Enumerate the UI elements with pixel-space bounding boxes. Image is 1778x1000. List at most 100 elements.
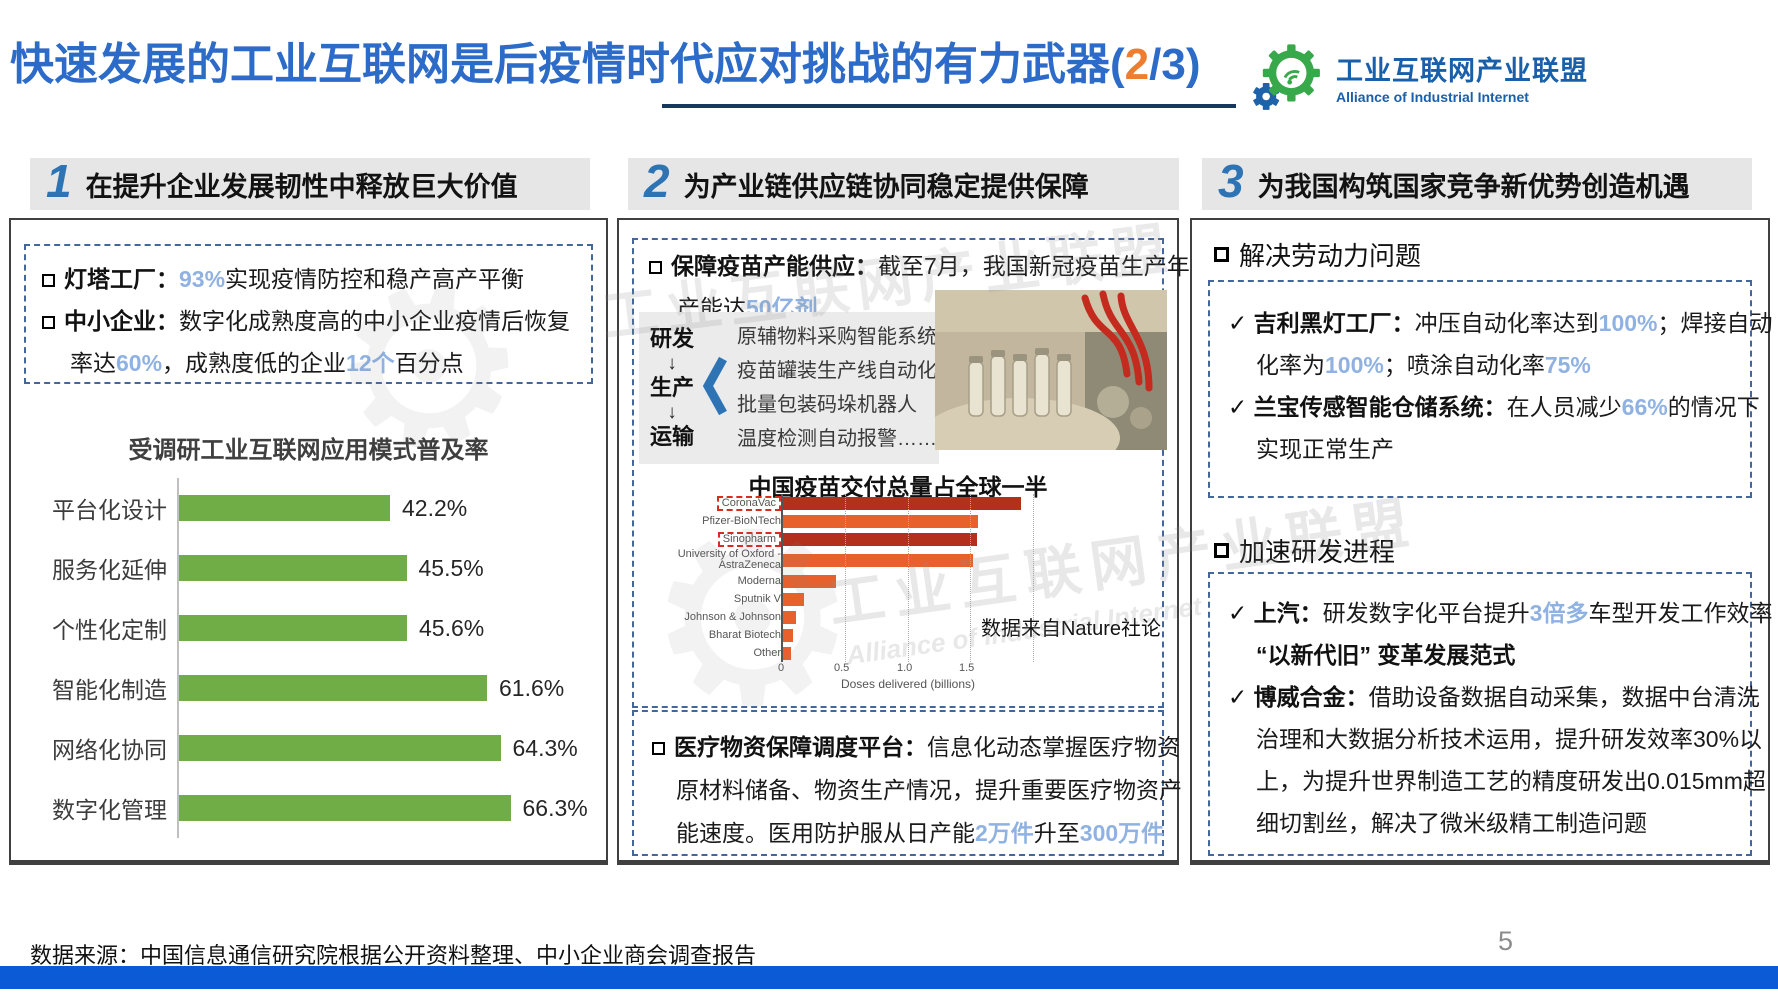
page-title: 快速发展的工业互联网是后疫情时代应对挑战的有力武器(2/3)	[10, 28, 1201, 92]
bar	[783, 592, 805, 606]
data-source-note: 数据来源：中国信息通信研究院根据公开资料整理、中小企业商会调查报告	[30, 943, 757, 968]
column1-number: 1	[46, 155, 72, 207]
vaccine-production-photo	[920, 290, 1167, 478]
chevron-left-icon	[702, 355, 727, 422]
section-labor: 解决劳动力问题	[1214, 236, 1421, 273]
x-axis-ticks: 0 0.5 1.0 1.5	[778, 662, 975, 674]
panel2-vaccine-box	[632, 238, 1164, 708]
bar	[179, 615, 407, 641]
bar	[179, 795, 511, 821]
check-line-continued: 细切割丝，解决了微米级精工制造问题	[1256, 810, 1647, 836]
flow-stage: 生产	[649, 375, 694, 401]
title-page-total: /3)	[1149, 40, 1201, 89]
title-text: 快速发展的工业互联网是后疫情时代应对挑战的有力武器(	[10, 40, 1125, 89]
square-bullet-icon	[42, 316, 55, 329]
bullet-line-continued: 能速度。医用防护服从日产能2万件升至300万件	[676, 820, 1165, 846]
survey-bar-chart: 平台化设计 42.2% 服务化延伸 45.5% 个性化定制 45.6% 智能化制造 61…	[27, 478, 598, 838]
panel1-highlight-box: 灯塔工厂：93%实现疫情防控和稳产高产平衡 中小企业：数字化成熟度高的中小企业疫…	[24, 244, 593, 384]
bar	[783, 628, 793, 642]
arrow-down-icon: ↓	[667, 352, 677, 374]
bar	[179, 555, 407, 581]
flow-stage: 研发	[649, 326, 694, 352]
vaccine-bar-row: Johnson & Johnson	[631, 608, 1121, 626]
column1-heading: 在提升企业发展韧性中释放巨大价值	[85, 171, 518, 202]
square-bullet-icon	[42, 274, 55, 287]
arrow-down-icon: ↓	[667, 401, 677, 423]
rnd-examples-box: ✓ 上汽：研发数字化平台提升3倍多车型开发工作效率 “以新代旧” 变革发展范式 …	[1208, 572, 1773, 856]
check-line-continued: 上，为提升世界制造工艺的精度研发出0.015mm超	[1256, 768, 1766, 794]
survey-chart-title: 受调研工业互联网应用模式普及率	[128, 437, 489, 464]
flow-item: 批量包装码垛机器人	[737, 394, 917, 416]
bar	[783, 553, 973, 567]
flow-item: 原辅物料采购智能系统	[737, 326, 937, 348]
bullet-line: 保障疫苗产能供应：截至7月，我国新冠疫苗生产年	[649, 246, 1190, 286]
bullet-line: 灯塔工厂：93%实现疫情防控和稳产高产平衡	[42, 258, 583, 300]
bar	[179, 735, 501, 761]
bar	[783, 496, 1021, 510]
flow-item: 疫苗罐装生产线自动化	[737, 360, 937, 382]
bullet-line: 医疗物资保障调度平台：信息化动态掌握医疗物资	[652, 726, 1180, 769]
logo-name-cn: 工业互联网产业联盟	[1336, 55, 1588, 86]
square-bullet-icon	[649, 261, 662, 274]
vaccine-bar-row: Sputnik V	[631, 590, 1121, 608]
bar	[179, 675, 487, 701]
alliance-gear-icon	[1246, 36, 1330, 125]
column2-number: 2	[644, 155, 670, 207]
bullet-line-continued: 原材料储备、物资生产情况，提升重要医疗物资产	[676, 777, 1182, 803]
logo-name-en: Alliance of Industrial Internet	[1336, 89, 1529, 106]
vaccine-bar-row: Sinopharm	[631, 530, 1121, 548]
vaccine-bar-row: University of Oxford -AstraZeneca	[631, 548, 1121, 572]
column3-header: 3 为我国构筑国家竞争新优势创造机遇	[1202, 158, 1752, 210]
column2-heading: 为产业链供应链协同稳定提供保障	[683, 171, 1089, 202]
flow-stages: 研发 ↓ 生产 ↓ 运输	[645, 326, 699, 450]
panel-resilience: 灯塔工厂：93%实现疫情防控和稳产高产平衡 中小企业：数字化成熟度高的中小企业疫…	[9, 218, 608, 865]
square-bullet-icon	[1214, 247, 1229, 262]
bar	[783, 514, 978, 528]
column2-header: 2 为产业链供应链协同稳定提供保障	[628, 158, 1179, 210]
panel-supply-chain: 保障疫苗产能供应：截至7月，我国新冠疫苗生产年 产能达50亿剂 研发 ↓ 生产 …	[617, 218, 1190, 865]
panel-competitive-advantage: 解决劳动力问题 ✓ 吉利黑灯工厂：冲压自动化率达到100%；焊接自动 化率为10…	[1190, 218, 1773, 865]
vaccine-bar-row: Moderna	[631, 572, 1121, 590]
bar-row: 数字化管理 66.3%	[27, 778, 598, 838]
check-line: ✓ 吉利黑灯工厂：冲压自动化率达到100%；焊接自动	[1228, 310, 1773, 336]
bullet-line-continued: 率达60%，成熟度低的企业12个百分点	[70, 350, 464, 376]
flow-item: 温度检测自动报警……	[737, 428, 937, 450]
check-line-continued: “以新代旧” 变革发展范式	[1256, 642, 1516, 668]
column1-header: 1 在提升企业发展韧性中释放巨大价值	[30, 158, 590, 210]
vaccine-bar-row: Other	[631, 644, 1121, 662]
flow-item-list: 原辅物料采购智能系统 疫苗罐装生产线自动化 批量包装码垛机器人 温度检测自动报警…	[737, 320, 937, 456]
square-bullet-icon	[652, 742, 665, 755]
check-line: ✓ 上汽：研发数字化平台提升3倍多车型开发工作效率	[1228, 600, 1773, 626]
column3-heading: 为我国构筑国家竞争新优势创造机遇	[1257, 171, 1690, 202]
check-line-continued: 化率为100%；喷涂自动化率75%	[1256, 352, 1591, 378]
bar	[783, 574, 836, 588]
bar	[783, 646, 791, 660]
chart-source-note: 数据来自Nature社论	[980, 618, 1161, 640]
square-bullet-icon	[1214, 543, 1229, 558]
bar	[179, 495, 390, 521]
vaccine-bar-row: Bharat Biotech	[631, 626, 1121, 644]
vaccine-process-flow: 研发 ↓ 生产 ↓ 运输 原辅物料采购智能系统 疫苗罐装生产线自动化 批量包装码…	[639, 312, 939, 464]
wifi-icon	[1283, 69, 1300, 81]
x-axis-label: Doses delivered (billions)	[840, 677, 976, 691]
bar-row: 个性化定制 45.6%	[27, 598, 598, 658]
column3-number: 3	[1218, 155, 1244, 207]
bar	[783, 610, 796, 624]
check-line-continued: 实现正常生产	[1256, 436, 1394, 462]
title-underline	[662, 104, 1236, 108]
bar	[783, 532, 977, 546]
vaccine-chart-title: 中国疫苗交付总量占全球一半	[748, 474, 1048, 500]
bar-row: 服务化延伸 45.5%	[27, 538, 598, 598]
title-page-indicator: 2	[1124, 40, 1150, 89]
flow-stage: 运输	[649, 424, 694, 450]
bar-row: 智能化制造 61.6%	[27, 658, 598, 718]
labor-examples-box: ✓ 吉利黑灯工厂：冲压自动化率达到100%；焊接自动 化率为100%；喷涂自动化…	[1208, 280, 1773, 498]
check-line: ✓ 博威合金：借助设备数据自动采集，数据中台清洗	[1228, 684, 1760, 710]
alliance-logo: 工业互联网产业联盟 Alliance of Industrial Interne…	[1246, 36, 1588, 125]
check-line-continued: 治理和大数据分析技术运用，提升研发效率30%以	[1256, 726, 1763, 752]
section-rnd: 加速研发进程	[1214, 532, 1395, 569]
panel2-medical-box: 医疗物资保障调度平台：信息化动态掌握医疗物资 原材料储备、物资生产情况，提升重要…	[632, 710, 1182, 856]
bullet-line: 中小企业：数字化成熟度高的中小企业疫情后恢复	[42, 300, 583, 342]
bar-row: 网络化协同 64.3%	[27, 718, 598, 778]
page-number: 5	[1498, 926, 1514, 956]
